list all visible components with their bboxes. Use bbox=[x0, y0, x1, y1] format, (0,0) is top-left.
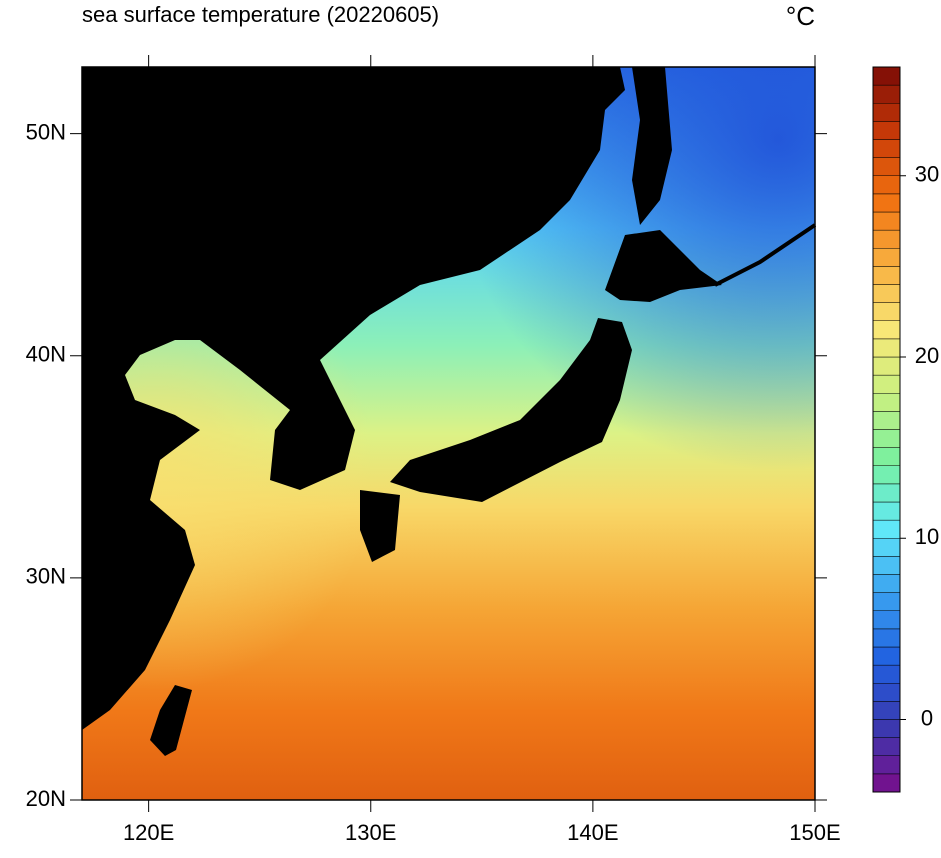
x-tick-label: 120E bbox=[123, 820, 174, 845]
colorbar-box bbox=[872, 266, 901, 285]
colorbar-box bbox=[872, 193, 901, 213]
colorbar-frame bbox=[872, 66, 901, 793]
kuril-islands bbox=[714, 223, 817, 287]
x-tick-label: 140E bbox=[567, 820, 618, 845]
y-tick-label: 30N bbox=[26, 564, 66, 589]
colorbar-box bbox=[872, 447, 901, 466]
x-tick-label: 150E bbox=[789, 820, 840, 845]
y-tick-label: 50N bbox=[26, 119, 66, 144]
colorbar-box bbox=[872, 483, 901, 503]
colorbar-box bbox=[872, 139, 901, 158]
colorbar-box bbox=[872, 103, 901, 122]
colorbar-box bbox=[872, 393, 901, 412]
colorbar-box bbox=[872, 628, 901, 648]
colorbar-box bbox=[872, 302, 901, 321]
colorbar-box bbox=[872, 519, 901, 539]
colorbar-tick-label: 0 bbox=[921, 705, 933, 730]
colorbar-box bbox=[872, 646, 901, 666]
taiwan bbox=[150, 685, 192, 756]
kyushu bbox=[360, 490, 400, 562]
colorbar-box bbox=[872, 211, 901, 231]
colorbar-box bbox=[872, 465, 901, 485]
colorbar-box bbox=[872, 66, 901, 86]
colorbar-tick-label: 10 bbox=[915, 524, 939, 549]
colorbar-box bbox=[872, 229, 901, 249]
unit: °C bbox=[786, 1, 815, 31]
colorbar-box bbox=[872, 320, 901, 340]
colorbar-box bbox=[872, 175, 901, 195]
colorbar-box bbox=[872, 411, 901, 430]
x-tick-label: 130E bbox=[345, 820, 396, 845]
colorbar-box bbox=[872, 574, 901, 593]
colorbar-box bbox=[872, 157, 901, 176]
colorbar-box bbox=[872, 755, 901, 775]
hokkaido bbox=[605, 230, 722, 302]
colorbar-box bbox=[872, 719, 901, 738]
colorbar-box bbox=[872, 284, 901, 303]
colorbar-box bbox=[872, 592, 901, 611]
colorbar-box bbox=[872, 338, 901, 358]
y-tick-label: 40N bbox=[26, 342, 66, 367]
colorbar-box bbox=[872, 538, 901, 557]
sakhalin bbox=[632, 67, 672, 225]
colorbar-box bbox=[872, 701, 901, 720]
colorbar-box bbox=[872, 737, 901, 756]
continent bbox=[82, 67, 625, 730]
colorbar-box bbox=[872, 429, 901, 448]
map-frame bbox=[81, 66, 816, 801]
colorbar-tick-label: 30 bbox=[915, 162, 939, 187]
colorbar-box bbox=[872, 501, 901, 521]
honshu bbox=[390, 318, 632, 502]
map-field bbox=[81, 66, 817, 801]
colorbar-box bbox=[872, 374, 901, 394]
colorbar-box bbox=[872, 683, 901, 702]
title: sea surface temperature (20220605) bbox=[82, 2, 439, 27]
y-tick-label: 20N bbox=[26, 786, 66, 811]
colorbar-tick-label: 20 bbox=[915, 343, 939, 368]
colorbar-box bbox=[872, 121, 901, 140]
colorbar-box bbox=[872, 248, 901, 267]
colorbar-box bbox=[872, 664, 901, 684]
colorbar-box bbox=[872, 610, 901, 630]
colorbar-box bbox=[872, 773, 901, 793]
colorbar-box bbox=[872, 556, 901, 575]
colorbar-box bbox=[872, 356, 901, 376]
colorbar-box bbox=[872, 84, 901, 104]
